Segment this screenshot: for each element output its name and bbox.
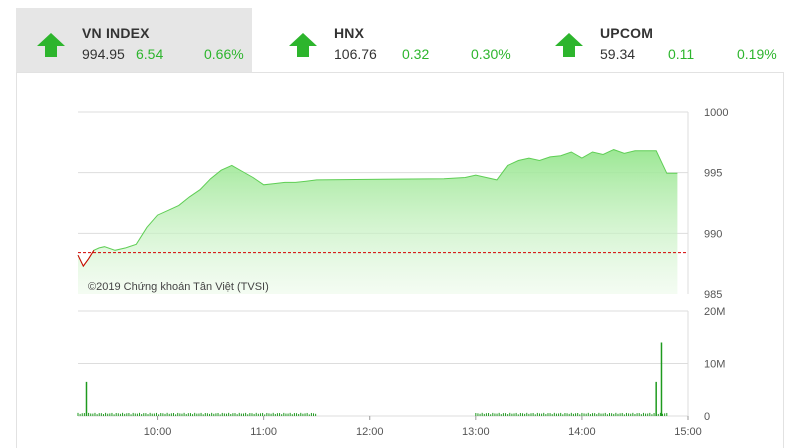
volume-tick-label: 0	[704, 411, 710, 423]
volume-bars	[77, 342, 668, 416]
index-percent: 0.66%	[204, 46, 244, 62]
index-percent: 0.30%	[471, 46, 511, 62]
chart-panel	[16, 72, 784, 448]
tab-vn-index[interactable]: VN INDEX 994.95 6.54 0.66%	[16, 8, 252, 72]
index-name: HNX	[334, 25, 365, 41]
price-tick-label: 990	[704, 228, 722, 240]
volume-tick-label: 20M	[704, 306, 725, 318]
tab-hnx[interactable]: HNX 106.76 0.32 0.30%	[268, 8, 518, 72]
price-line	[77, 149, 678, 268]
price-area	[78, 149, 678, 294]
time-tick-label: 14:00	[568, 426, 596, 438]
index-percent: 0.19%	[737, 46, 777, 62]
index-tabs: VN INDEX 994.95 6.54 0.66% HNX 106.76 0.…	[0, 0, 786, 72]
price-tick-label: 995	[704, 168, 722, 180]
index-change: 6.54	[136, 46, 164, 62]
up-arrow-icon	[289, 33, 317, 57]
price-axis: 1000 995 990 985	[704, 107, 728, 301]
time-tick-label: 10:00	[144, 426, 172, 438]
volume-axis: 20M 10M 0	[704, 306, 725, 423]
up-arrow-icon	[555, 33, 583, 57]
chart-watermark: ©2019 Chứng khoán Tân Việt (TVSI)	[88, 281, 269, 293]
time-tick-label: 11:00	[250, 426, 277, 438]
index-change: 0.11	[668, 46, 695, 62]
index-value: 106.76	[334, 46, 377, 62]
volume-grid	[78, 310, 689, 417]
index-name: VN INDEX	[82, 25, 150, 41]
time-tick-label: 12:00	[356, 426, 384, 438]
index-change: 0.32	[402, 46, 430, 62]
index-name: UPCOM	[600, 25, 654, 41]
volume-tick-label: 10M	[704, 359, 725, 371]
time-tick-label: 13:00	[462, 426, 490, 438]
price-tick-label: 1000	[704, 107, 728, 119]
time-axis: 10:00 11:00 12:00 13:00 14:00 15:00	[144, 416, 702, 438]
tab-upcom[interactable]: UPCOM 59.34 0.11 0.19%	[534, 8, 784, 72]
price-line-below-reference	[77, 250, 95, 268]
index-value: 59.34	[600, 46, 636, 62]
price-tick-label: 985	[704, 289, 722, 301]
up-arrow-icon	[37, 33, 65, 57]
time-tick-label: 15:00	[674, 426, 702, 438]
index-value: 994.95	[82, 46, 125, 62]
